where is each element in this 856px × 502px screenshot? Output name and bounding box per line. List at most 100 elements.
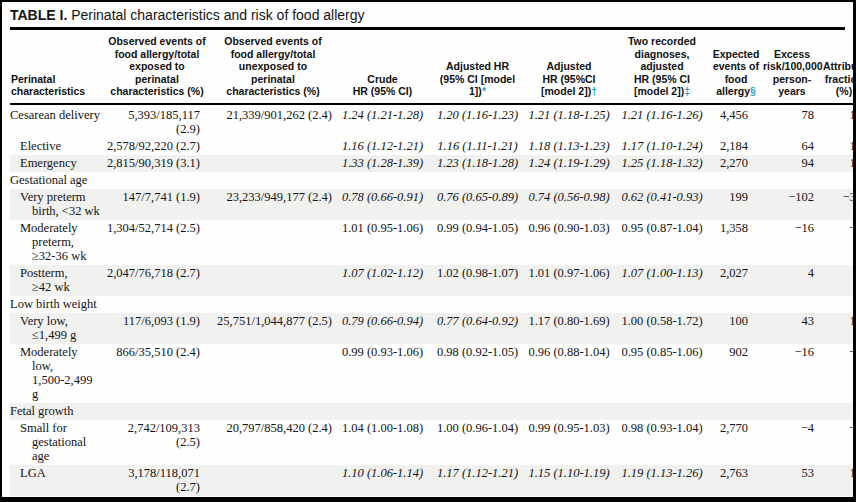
cell: 285	[710, 496, 762, 502]
cell: 1,304/52,714 (2.5)	[102, 220, 212, 265]
cell: 1.33 (1.28-1.39)	[334, 155, 431, 172]
cell: 1.17 (1.10-1.24)	[614, 138, 710, 155]
cell: 64	[762, 138, 822, 155]
row-label: Very preterm birth, <32 wk	[10, 189, 102, 220]
row-label: Elective	[10, 138, 102, 155]
table-header-row: Perinatal characteristicsObserved events…	[10, 30, 856, 104]
section-row: Low birth weight	[10, 296, 856, 313]
cell	[212, 138, 334, 155]
cell	[334, 296, 431, 313]
table-body: Cesarean delivery5,393/185,117 (2.9)21,3…	[10, 104, 856, 502]
row-label: Small for gestational age	[10, 420, 102, 465]
cell	[710, 172, 762, 189]
cell: 1.04 (1.00-1.08)	[334, 420, 431, 465]
table-row: Cesarean delivery5,393/185,117 (2.9)21,3…	[10, 104, 856, 138]
cell: 2,742/109,313 (2.5)	[102, 420, 212, 465]
table-row: Small for gestational age2,742/109,313 (…	[10, 420, 856, 465]
cell: 0.99 (0.93-1.06)	[334, 344, 431, 403]
cell	[102, 403, 212, 420]
cell: 0.98 (0.92-1.05)	[431, 344, 524, 403]
cell: 147/7,741 (1.9)	[102, 189, 212, 220]
cell: 1.21 (1.18-1.25)	[524, 104, 614, 138]
cell	[212, 220, 334, 265]
cell	[762, 403, 822, 420]
cell: 1.01 (0.95-1.06)	[334, 220, 431, 265]
cell: 1.22 (1.10-1.36)	[524, 496, 614, 502]
section-row: Gestational age	[10, 172, 856, 189]
footnote-marker: †	[591, 85, 597, 97]
row-label: Low birth weight	[10, 296, 102, 313]
cell: 17	[822, 104, 856, 138]
cell	[614, 296, 710, 313]
cell: 2,763	[710, 465, 762, 496]
cell: 0.95 (0.85-1.06)	[614, 344, 710, 403]
row-label: Postterm, ≥42 wk	[10, 265, 102, 296]
cell: 78	[762, 104, 822, 138]
cell	[710, 403, 762, 420]
cell: 866/35,510 (2.4)	[102, 344, 212, 403]
section-row: Fetal growth	[10, 403, 856, 420]
cell: 1.16 (1.12-1.21)	[334, 138, 431, 155]
cell: 4	[762, 265, 822, 296]
cell: 0.99 (0.94-1.05)	[431, 220, 524, 265]
cell: 1.23 (1.18-1.28)	[431, 155, 524, 172]
footnote-marker: §	[750, 85, 756, 97]
column-header-8: Excess risk/100,000 person- years	[762, 30, 822, 104]
cell: 1.10 (1.06-1.14)	[334, 465, 431, 496]
cell	[431, 296, 524, 313]
cell	[212, 155, 334, 172]
cell	[762, 172, 822, 189]
cell: 117/6,093 (1.9)	[102, 313, 212, 344]
table-row: Very preterm birth, <32 wk147/7,741 (1.9…	[10, 189, 856, 220]
row-label: Gestational age	[10, 172, 102, 189]
cell: 2,184	[710, 138, 762, 155]
cell	[524, 403, 614, 420]
cell: 1.16 (1.11-1.21)	[431, 138, 524, 155]
cell	[212, 465, 334, 496]
table-row: Low Apgar score (<7) at 5 min348/11,196 …	[10, 496, 856, 502]
table-row: Moderately preterm, ≥32-36 wk1,304/52,71…	[10, 220, 856, 265]
cell: 90	[762, 496, 822, 502]
perinatal-characteristics-table: Perinatal characteristicsObserved events…	[10, 30, 856, 502]
cell: −16	[762, 220, 822, 265]
cell: 199	[710, 189, 762, 220]
row-label: Low Apgar score (<7) at 5 min	[10, 496, 102, 502]
cell: 0.79 (0.66-0.94)	[334, 313, 431, 344]
cell: −4	[822, 220, 856, 265]
cell: 5,393/185,117 (2.9)	[102, 104, 212, 138]
cell: 1.17 (1.12-1.21)	[431, 465, 524, 496]
cell: 2,047/76,718 (2.7)	[102, 265, 212, 296]
column-header-3: Crude HR (95% CI)	[334, 30, 431, 104]
cell: 0.99 (0.95-1.03)	[524, 420, 614, 465]
table-row: Postterm, ≥42 wk2,047/76,718 (2.7)1.07 (…	[10, 265, 856, 296]
cell: 25,751/1,044,877 (2.5)	[212, 313, 334, 344]
table-row: Very low, ≤1,499 g117/6,093 (1.9)25,751/…	[10, 313, 856, 344]
cell	[212, 265, 334, 296]
cell: 94	[762, 155, 822, 172]
cell	[431, 172, 524, 189]
cell: 1.24 (1.21-1.28)	[334, 104, 431, 138]
cell: 1.23 (1.11-1.37)	[431, 496, 524, 502]
row-label: Very low, ≤1,499 g	[10, 313, 102, 344]
cell: 4,456	[710, 104, 762, 138]
row-label: Fetal growth	[10, 403, 102, 420]
cell: 1,358	[710, 220, 762, 265]
table-header: Perinatal characteristicsObserved events…	[10, 30, 856, 104]
row-label: Cesarean delivery	[10, 104, 102, 138]
cell	[212, 344, 334, 403]
cell	[102, 296, 212, 313]
cell: 0.96 (0.90-1.03)	[524, 220, 614, 265]
cell	[102, 172, 212, 189]
cell: 1.00 (0.96-1.04)	[431, 420, 524, 465]
cell	[524, 296, 614, 313]
cell: 100	[710, 313, 762, 344]
cell: 0.74 (0.56-0.98)	[524, 189, 614, 220]
cell: 0.76 (0.65-0.89)	[431, 189, 524, 220]
cell: −16	[762, 344, 822, 403]
column-header-1: Observed events of food allergy/total ex…	[102, 30, 212, 104]
cell: −4	[822, 344, 856, 403]
cell: 1.18 (1.13-1.23)	[524, 138, 614, 155]
column-header-7: Expected events of food allergy§	[710, 30, 762, 104]
cell: 1.17 (0.80-1.69)	[524, 313, 614, 344]
cell: −1	[822, 420, 856, 465]
